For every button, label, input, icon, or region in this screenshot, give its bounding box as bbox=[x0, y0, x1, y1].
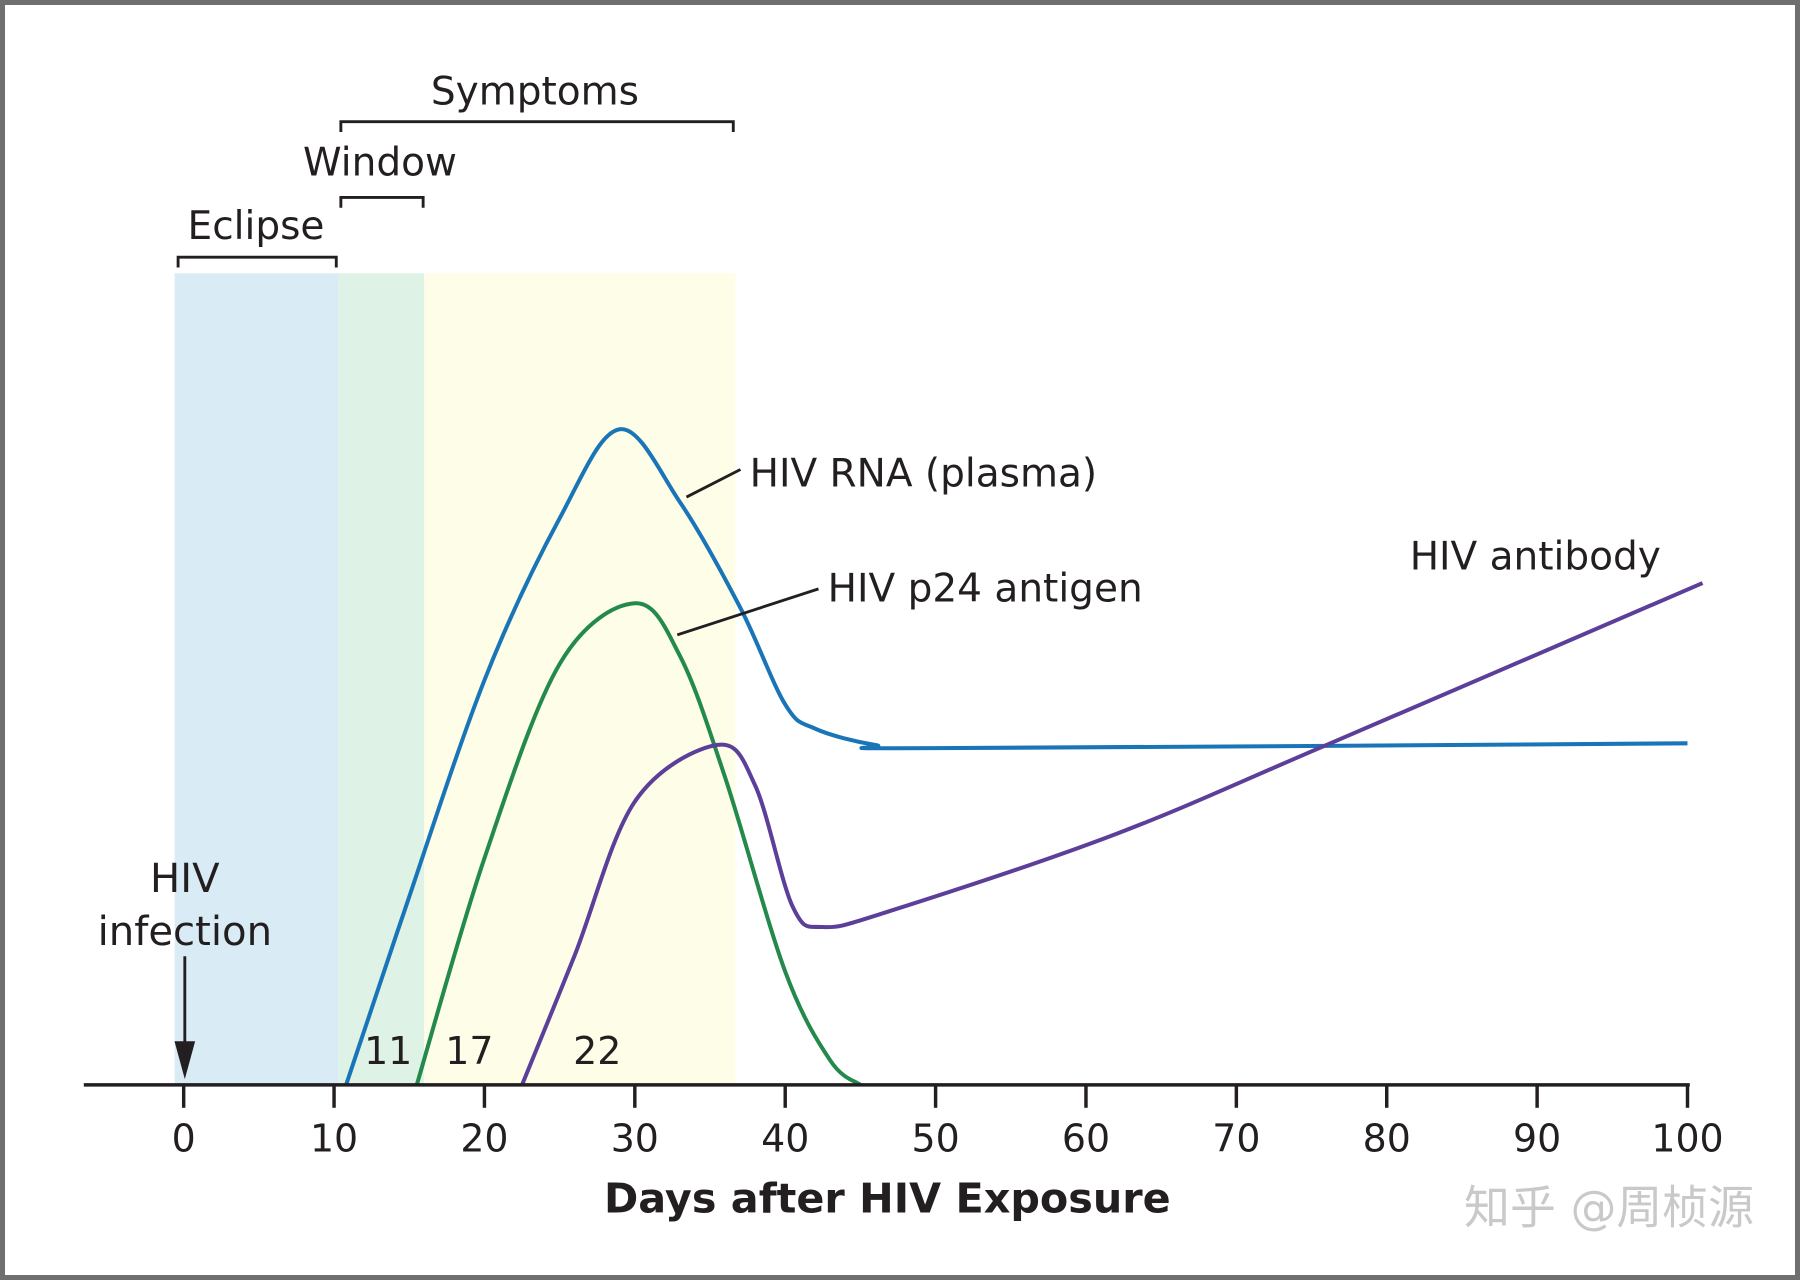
series-line-antibody bbox=[520, 581, 1704, 1086]
day-marker-label: 11 bbox=[364, 1029, 412, 1073]
x-tick-label: 80 bbox=[1363, 1116, 1411, 1160]
series-label-hiv-rna: HIV RNA (plasma) bbox=[750, 452, 1098, 497]
symptoms-label: Symptoms bbox=[431, 69, 639, 114]
x-tick-label: 90 bbox=[1513, 1116, 1561, 1160]
x-tick-label: 100 bbox=[1651, 1116, 1723, 1160]
x-tick-label: 30 bbox=[611, 1116, 659, 1160]
x-tick-label: 0 bbox=[172, 1116, 196, 1160]
annotation-infection: infection bbox=[98, 909, 272, 955]
x-axis-title: Days after HIV Exposure bbox=[604, 1174, 1171, 1222]
series-line-hiv-rna bbox=[344, 427, 1688, 1086]
band-eclipse bbox=[174, 273, 339, 1085]
rna-leader-line bbox=[685, 468, 742, 499]
band-window bbox=[338, 273, 425, 1085]
x-tick-label: 10 bbox=[310, 1116, 358, 1160]
day-marker-label: 22 bbox=[573, 1029, 621, 1073]
series-label-antibody: HIV antibody bbox=[1410, 534, 1661, 579]
p24-leader-line bbox=[676, 587, 819, 637]
x-tick-label: 40 bbox=[761, 1116, 809, 1160]
series-line-p24-antigen bbox=[414, 601, 862, 1087]
x-tick-label: 50 bbox=[911, 1116, 959, 1160]
watermark: 知乎 @周桢源 bbox=[1464, 1181, 1754, 1235]
symptoms-bracket bbox=[339, 120, 735, 133]
day-marker-label: 17 bbox=[445, 1029, 493, 1073]
eclipse-label: Eclipse bbox=[188, 204, 325, 249]
annotation-hiv: HIV bbox=[150, 856, 220, 902]
band-symptoms bbox=[424, 273, 736, 1085]
x-tick-label: 20 bbox=[460, 1116, 508, 1160]
series-label-p24-antigen: HIV p24 antigen bbox=[828, 567, 1143, 612]
x-tick-label: 70 bbox=[1212, 1116, 1260, 1160]
arrow-down-icon bbox=[174, 1041, 196, 1080]
window-label: Window bbox=[303, 141, 457, 186]
eclipse-bracket bbox=[176, 255, 338, 268]
x-tick-label: 60 bbox=[1062, 1116, 1110, 1160]
window-bracket bbox=[339, 196, 425, 208]
